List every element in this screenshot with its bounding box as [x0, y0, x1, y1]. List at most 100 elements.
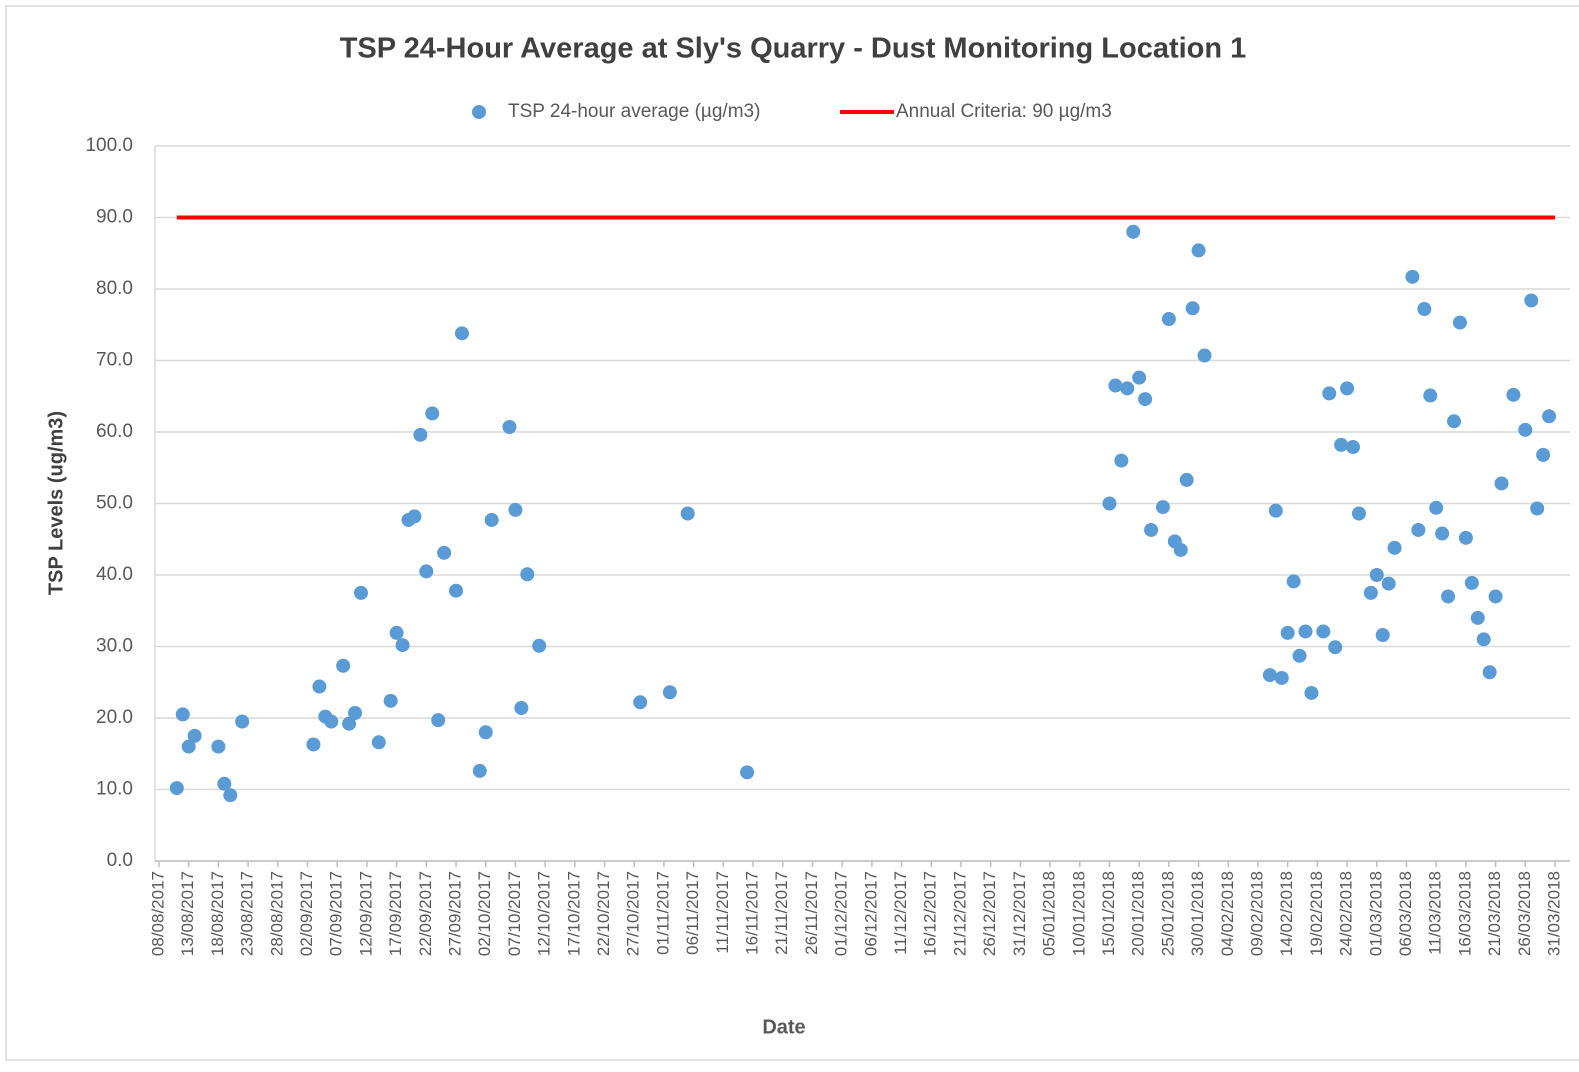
data-point	[1274, 670, 1289, 685]
data-point	[437, 545, 452, 560]
data-point	[1375, 628, 1390, 643]
data-point	[1494, 476, 1509, 491]
y-tick-label: 10.0	[96, 779, 133, 800]
data-point	[1298, 624, 1313, 639]
y-axis-title: TSP Levels (ug/m3)	[45, 411, 67, 595]
data-point	[472, 763, 487, 778]
data-point	[520, 567, 535, 582]
data-point	[1138, 392, 1153, 407]
data-point	[1447, 414, 1462, 429]
y-tick-label: 20.0	[96, 707, 133, 728]
x-tick-label: 26/12/2017	[980, 871, 999, 956]
data-point	[1417, 302, 1432, 317]
x-axis-title: Date	[762, 1016, 805, 1038]
data-point	[740, 765, 755, 780]
data-point	[223, 788, 238, 803]
data-point	[1179, 472, 1194, 487]
x-tick-label: 17/09/2017	[386, 871, 405, 956]
data-point	[407, 509, 422, 524]
x-tick-label: 22/09/2017	[416, 871, 435, 956]
data-point	[1405, 269, 1420, 284]
x-tick-label: 14/02/2018	[1277, 871, 1296, 956]
y-tick-label: 90.0	[96, 207, 133, 228]
data-point	[1292, 648, 1307, 663]
data-point	[1108, 378, 1123, 393]
x-tick-label: 17/10/2017	[564, 871, 583, 956]
data-point	[1464, 575, 1479, 590]
data-point	[1542, 409, 1557, 424]
x-tick-label: 06/11/2017	[683, 871, 702, 955]
data-point	[1144, 522, 1159, 537]
data-point	[348, 705, 363, 720]
x-tick-label: 30/01/2018	[1188, 871, 1207, 956]
data-point	[1173, 542, 1188, 557]
legend: TSP 24-hour average (µg/m3) Annual Crite…	[472, 101, 1112, 122]
data-point	[1286, 574, 1301, 589]
y-tick-label: 70.0	[96, 350, 133, 371]
x-tick-label: 20/01/2018	[1129, 871, 1148, 956]
data-point	[1423, 388, 1438, 403]
data-point	[1435, 526, 1450, 541]
data-point	[502, 419, 517, 434]
data-point	[389, 625, 404, 640]
data-point	[1387, 540, 1402, 555]
y-tick-label: 40.0	[96, 564, 133, 585]
y-tick-label: 0.0	[107, 850, 133, 871]
data-point	[1441, 589, 1456, 604]
data-point	[306, 737, 321, 752]
x-tick-label: 10/01/2018	[1069, 871, 1088, 956]
x-tick-label: 22/10/2017	[594, 871, 613, 956]
legend-label: Annual Criteria: 90 µg/m3	[896, 101, 1112, 122]
x-tick-label: 26/11/2017	[802, 871, 821, 955]
data-point	[1351, 506, 1366, 521]
y-tick-label: 30.0	[96, 636, 133, 657]
data-point	[1346, 440, 1361, 455]
data-point	[1470, 610, 1485, 625]
data-point	[383, 693, 398, 708]
x-tick-label: 21/11/2017	[772, 871, 791, 955]
x-tick-label: 11/11/2017	[713, 871, 732, 954]
x-tick-label: 23/08/2017	[238, 871, 257, 956]
x-tick-label: 24/02/2018	[1337, 871, 1356, 956]
legend-label: TSP 24-hour average (µg/m3)	[508, 101, 760, 122]
y-tick-label: 60.0	[96, 421, 133, 442]
data-point	[419, 564, 434, 579]
data-point	[1506, 387, 1521, 402]
x-tick-label: 16/11/2017	[743, 871, 762, 955]
x-tick-label: 01/11/2017	[653, 871, 672, 955]
data-point	[1322, 386, 1337, 401]
data-point	[1488, 589, 1503, 604]
x-tick-label: 11/12/2017	[891, 871, 910, 955]
data-point	[1114, 453, 1129, 468]
data-point	[312, 679, 327, 694]
data-point	[680, 506, 695, 521]
data-point	[169, 781, 184, 796]
data-point	[353, 585, 368, 600]
x-tick-label: 07/10/2017	[505, 871, 524, 956]
x-tick-label: 31/12/2017	[1010, 871, 1029, 956]
data-point	[1191, 243, 1206, 258]
data-point	[454, 326, 469, 341]
x-tick-label: 06/12/2017	[861, 871, 880, 956]
data-point	[1328, 640, 1343, 655]
data-point	[1340, 381, 1355, 396]
data-point	[1185, 301, 1200, 316]
data-point	[1518, 422, 1533, 437]
x-tick-label: 21/03/2018	[1485, 871, 1504, 956]
data-point	[342, 716, 357, 731]
x-tick-label: 21/12/2017	[950, 871, 969, 956]
data-point	[514, 700, 529, 715]
data-point	[1316, 624, 1331, 639]
data-point	[1458, 530, 1473, 545]
data-point	[336, 658, 351, 673]
x-tick-label: 16/03/2018	[1455, 871, 1474, 956]
data-point	[1381, 576, 1396, 591]
data-point	[235, 714, 250, 729]
data-point	[484, 512, 499, 527]
x-tick-label: 27/09/2017	[446, 871, 465, 956]
x-tick-label: 15/01/2018	[1099, 871, 1118, 956]
x-tick-label: 01/12/2017	[832, 871, 851, 956]
data-point	[1476, 632, 1491, 647]
x-tick-label: 25/01/2018	[1158, 871, 1177, 956]
